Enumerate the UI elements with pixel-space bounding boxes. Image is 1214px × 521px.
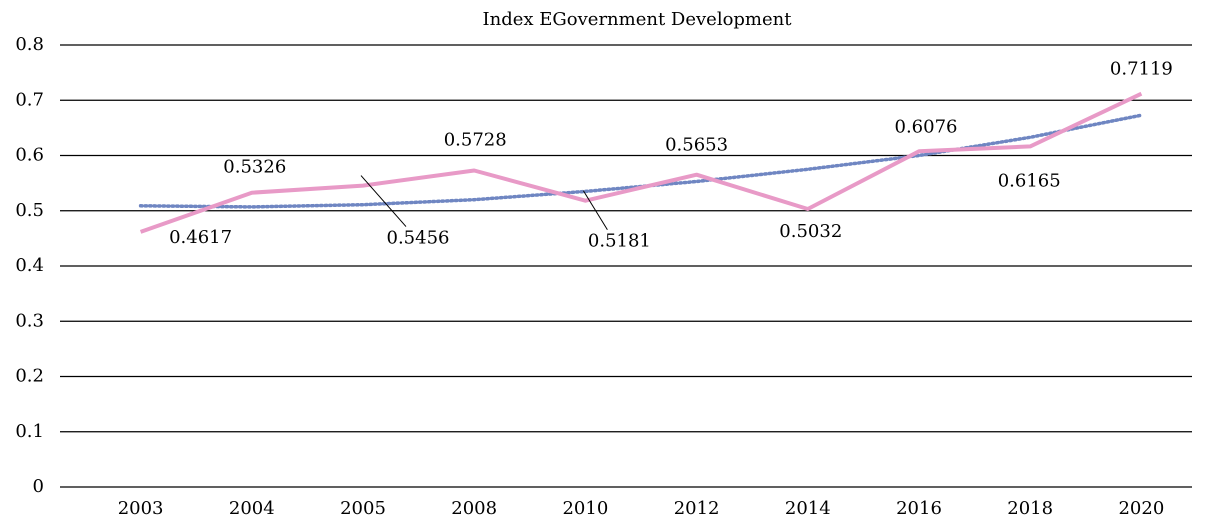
y-tick-label: 0.4 xyxy=(15,255,44,276)
data-label: 0.4617 xyxy=(169,227,232,248)
series-line xyxy=(139,91,1143,234)
data-label: 0.7119 xyxy=(1110,59,1173,80)
x-tick-label: 2016 xyxy=(896,498,942,519)
data-label: 0.6165 xyxy=(998,170,1061,191)
y-tick-label: 0.3 xyxy=(15,310,44,331)
x-tick-label: 2014 xyxy=(785,498,831,519)
y-tick-label: 0.7 xyxy=(15,89,44,110)
x-tick-label: 2004 xyxy=(229,498,275,519)
x-tick-label: 2010 xyxy=(562,498,608,519)
chart-title: Index EGovernment Development xyxy=(483,9,793,30)
x-tick-label: 2005 xyxy=(340,498,386,519)
data-label: 0.6076 xyxy=(895,116,958,137)
y-tick-label: 0.6 xyxy=(15,145,44,166)
data-label: 0.5728 xyxy=(444,130,507,151)
y-tick-label: 0.5 xyxy=(15,200,44,221)
leader-line xyxy=(582,190,608,231)
y-tick-label: 0.1 xyxy=(15,421,44,442)
x-tick-label: 2008 xyxy=(451,498,497,519)
y-tick-label: 0.2 xyxy=(15,366,44,387)
x-tick-label: 2003 xyxy=(118,498,164,519)
data-label: 0.5326 xyxy=(223,157,286,178)
data-label: 0.5032 xyxy=(779,221,842,242)
y-tick-label: 0 xyxy=(33,476,44,497)
x-tick-label: 2020 xyxy=(1118,498,1164,519)
data-label: 0.5456 xyxy=(387,228,450,249)
trend-line xyxy=(138,113,1144,209)
leader-line xyxy=(360,175,407,227)
x-tick-label: 2018 xyxy=(1007,498,1053,519)
y-tick-label: 0.8 xyxy=(15,34,44,55)
data-label: 0.5653 xyxy=(665,135,728,156)
x-tick-label: 2012 xyxy=(674,498,720,519)
data-label: 0.5181 xyxy=(588,231,651,252)
